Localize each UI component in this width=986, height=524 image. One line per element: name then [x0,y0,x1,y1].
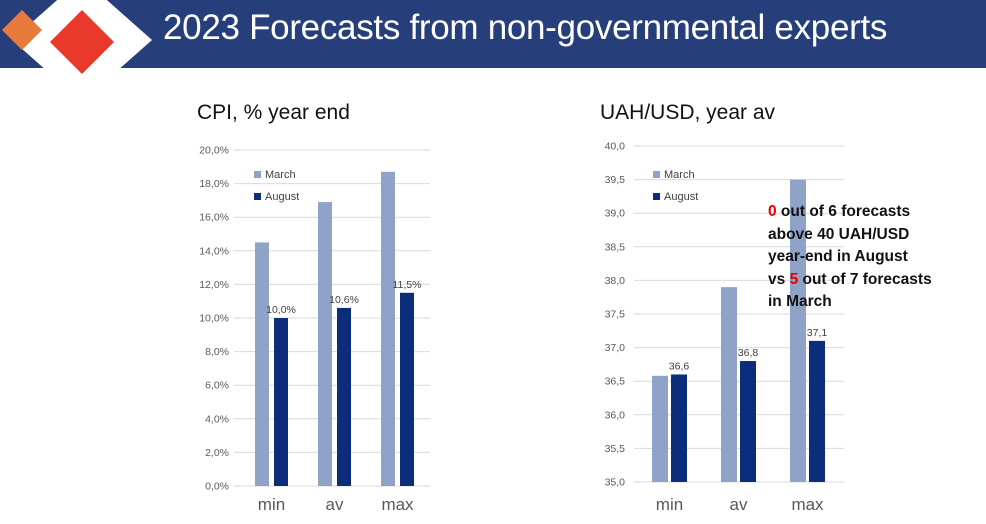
category-label: min [258,495,285,514]
legend-label: March [664,169,695,181]
data-label: 36,8 [738,347,759,359]
category-label: av [730,495,748,514]
data-label: 36,6 [669,360,690,372]
bar-august-max [809,340,825,482]
y-tick-label: 16,0% [199,212,229,224]
legend-label: August [664,191,698,203]
y-tick-label: 37,5 [605,309,626,321]
y-tick-label: 2,0% [205,447,229,459]
bar-march-max [381,171,395,486]
bar-august-min [671,374,687,482]
y-tick-label: 10,0% [199,313,229,325]
y-tick-label: 35,0 [605,477,626,489]
annotation-text: 0 out of 6 forecasts above 40 UAH/USD ye… [768,201,958,314]
slide-title: 2023 Forecasts from non-governmental exp… [163,8,888,47]
annotation-line-1: 0 out of 6 forecasts [768,201,958,224]
category-label: max [791,495,824,514]
bar-march-max [790,179,806,482]
y-tick-label: 37,0 [605,342,626,354]
y-tick-label: 35,5 [605,443,626,455]
bar-august-min [274,318,288,486]
annotation-text-1: out of 6 forecasts [776,203,911,220]
annotation-line-3: year-end in August [768,248,908,265]
legend-label: March [265,169,296,181]
uah-chart-title: UAH/USD, year av [600,101,776,124]
bar-march-min [255,242,269,486]
y-tick-label: 38,5 [605,241,626,253]
y-tick-label: 12,0% [199,279,229,291]
annotation-number-august: 0 [768,203,777,220]
annotation-line-5: in March [768,293,832,310]
bar-august-av [337,307,351,486]
logo-red-diamond [50,10,114,74]
legend-swatch [254,193,261,200]
y-tick-label: 6,0% [205,380,229,392]
data-label: 10,6% [329,294,359,306]
data-label: 11,5% [393,279,422,291]
cpi-chart-title: CPI, % year end [197,101,350,124]
data-label: 37,1 [807,327,828,339]
bar-march-av [318,202,332,486]
legend-swatch [653,193,660,200]
y-tick-label: 40,0 [605,141,626,153]
y-tick-label: 39,0 [605,208,626,220]
bar-august-av [740,361,756,482]
category-label: min [656,495,683,514]
legend-swatch [254,171,261,178]
annotation-text-4b: out of 7 forecasts [798,270,932,288]
category-label: av [326,495,344,514]
y-tick-label: 8,0% [205,346,229,358]
category-label: max [381,495,414,514]
y-tick-label: 38,0 [605,275,626,287]
y-tick-label: 4,0% [205,413,229,425]
annotation-line-4: vs 5 out of 7 forecasts [768,269,958,292]
header-bar [0,0,986,68]
annotation-number-march: 5 [789,270,799,288]
legend-label: August [265,191,299,203]
y-tick-label: 14,0% [199,245,229,257]
bar-march-av [721,287,737,482]
y-tick-label: 0,0% [205,481,229,493]
y-tick-label: 36,5 [605,376,626,388]
bar-august-max [400,292,414,486]
y-tick-label: 39,5 [605,174,626,186]
legend-swatch [653,171,660,178]
logo [2,0,152,102]
logo-orange-diamond [2,10,42,50]
data-label: 10,0% [266,304,296,316]
y-tick-label: 36,0 [605,409,626,421]
bar-march-min [652,375,668,482]
annotation-text-4a: vs [768,270,790,288]
y-tick-label: 18,0% [199,178,229,190]
annotation-line-2: above 40 UAH/USD [768,225,910,243]
y-tick-label: 20,0% [199,145,229,157]
